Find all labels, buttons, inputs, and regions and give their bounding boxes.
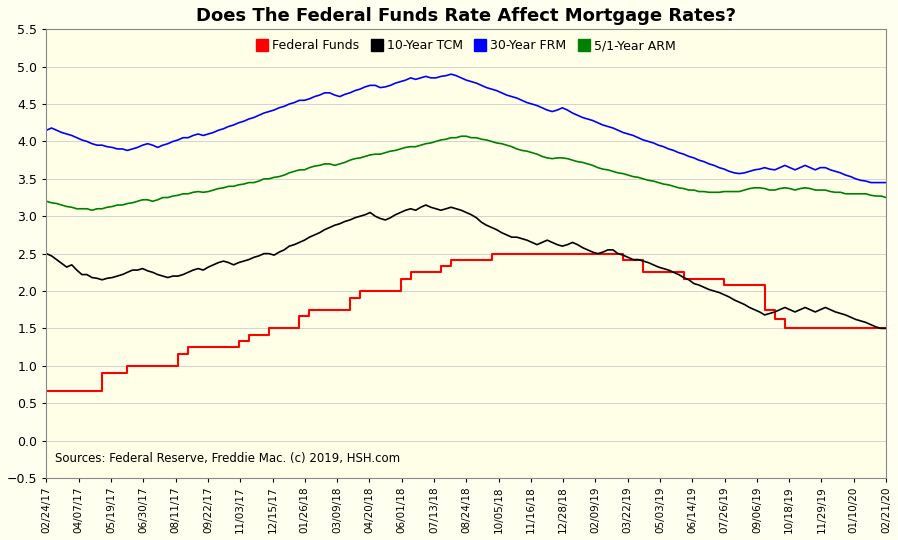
- Text: Sources: Federal Reserve, Freddie Mac. (c) 2019, HSH.com: Sources: Federal Reserve, Freddie Mac. (…: [55, 451, 400, 464]
- Title: Does The Federal Funds Rate Affect Mortgage Rates?: Does The Federal Funds Rate Affect Mortg…: [197, 7, 736, 25]
- Legend: Federal Funds, 10-Year TCM, 30-Year FRM, 5/1-Year ARM: Federal Funds, 10-Year TCM, 30-Year FRM,…: [253, 36, 679, 56]
